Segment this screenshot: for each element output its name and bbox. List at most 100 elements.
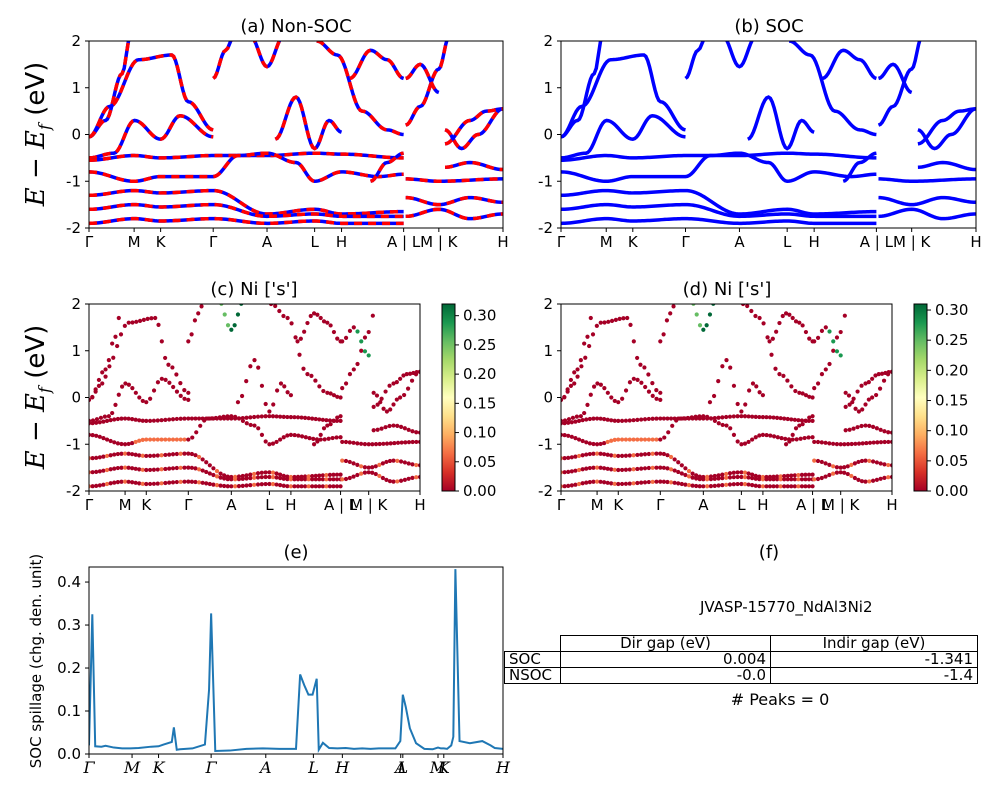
projection-point bbox=[631, 481, 636, 486]
colorbar-c bbox=[441, 303, 456, 492]
projection-point bbox=[720, 472, 725, 477]
projection-point bbox=[377, 462, 382, 467]
projection-point bbox=[151, 467, 157, 472]
projection-point bbox=[236, 476, 242, 482]
k-tick-label-a: M | K bbox=[420, 233, 459, 251]
projection-point bbox=[856, 477, 861, 482]
projection-point bbox=[186, 479, 191, 484]
projection-point bbox=[827, 441, 832, 446]
projection-point bbox=[327, 472, 333, 477]
projection-point bbox=[240, 418, 246, 423]
projection-point bbox=[159, 339, 164, 344]
projection-point bbox=[387, 423, 392, 429]
projection-point bbox=[800, 422, 805, 427]
projection-point bbox=[792, 484, 797, 489]
k-tick-label-e: M bbox=[429, 758, 447, 777]
projection-point bbox=[658, 479, 663, 484]
projection-point bbox=[101, 419, 106, 424]
projection-point bbox=[252, 471, 257, 477]
projection-point bbox=[343, 335, 349, 340]
k-tick-label-b: Γ bbox=[557, 233, 566, 251]
projection-point bbox=[101, 454, 106, 459]
projection-point bbox=[785, 473, 790, 478]
projection-point bbox=[790, 437, 795, 442]
projection-point bbox=[623, 453, 629, 458]
projection-point bbox=[244, 421, 249, 426]
projection-point bbox=[742, 475, 748, 480]
projection-point bbox=[760, 415, 766, 420]
projection-point bbox=[602, 480, 607, 485]
projection-point bbox=[790, 315, 795, 321]
projection-point bbox=[331, 477, 336, 482]
projection-point bbox=[812, 439, 817, 445]
projection-point bbox=[856, 441, 862, 446]
projection-point bbox=[573, 454, 578, 459]
projection-point bbox=[731, 414, 736, 419]
projection-point bbox=[859, 458, 865, 464]
projection-point bbox=[654, 451, 659, 456]
projection-point bbox=[838, 442, 843, 447]
projection-point bbox=[602, 440, 607, 446]
projection-point bbox=[122, 323, 127, 328]
projection-point bbox=[259, 432, 265, 437]
projection-point bbox=[313, 484, 318, 489]
projection-point bbox=[392, 440, 397, 446]
projection-point bbox=[823, 367, 828, 372]
projection-point bbox=[362, 335, 368, 340]
k-tick-label-d: M | K bbox=[822, 496, 861, 514]
projection-point bbox=[235, 400, 241, 405]
projection-point bbox=[664, 318, 670, 323]
projection-point bbox=[267, 481, 272, 487]
projection-point bbox=[116, 392, 121, 397]
projection-point bbox=[255, 475, 261, 480]
projection-point bbox=[178, 479, 183, 484]
projection-point bbox=[328, 391, 333, 396]
projection-point bbox=[97, 420, 102, 425]
projection-point bbox=[186, 339, 191, 344]
projection-point bbox=[815, 476, 821, 482]
projection-point bbox=[639, 380, 644, 385]
projection-point bbox=[735, 439, 740, 444]
projection-point bbox=[562, 456, 567, 461]
projection-point bbox=[248, 472, 253, 477]
projection-point bbox=[863, 402, 868, 407]
projection-point bbox=[878, 427, 883, 432]
projection-point bbox=[144, 418, 149, 423]
projection-point bbox=[156, 322, 161, 327]
projection-point bbox=[285, 433, 290, 438]
projection-point bbox=[126, 320, 131, 325]
projection-point bbox=[598, 465, 603, 470]
projection-point bbox=[196, 454, 202, 460]
projection-point bbox=[334, 435, 339, 440]
projection-point bbox=[398, 395, 403, 400]
k-tick-label-c: K bbox=[141, 496, 152, 514]
band-line-dashed-a bbox=[252, 41, 282, 69]
k-tick-label-a: L bbox=[310, 233, 319, 251]
projection-point bbox=[402, 392, 407, 398]
projection-point bbox=[803, 329, 809, 335]
projection-point bbox=[236, 484, 242, 489]
colorbar-tick-label-d: 0.05 bbox=[935, 452, 968, 470]
projection-point bbox=[642, 480, 648, 485]
projection-point bbox=[317, 417, 322, 422]
projection-point bbox=[182, 479, 187, 484]
projection-point bbox=[90, 394, 95, 400]
projection-point bbox=[186, 390, 191, 395]
projection-point bbox=[202, 418, 207, 423]
k-tick-label-c: H bbox=[285, 496, 296, 514]
projection-point bbox=[668, 311, 673, 316]
projection-point bbox=[569, 434, 574, 439]
projection-point bbox=[834, 349, 840, 354]
projection-point bbox=[100, 370, 105, 375]
projection-point bbox=[387, 479, 393, 484]
projection-point bbox=[747, 388, 752, 393]
projection-point bbox=[753, 473, 758, 478]
projection-point bbox=[720, 483, 725, 488]
projection-point bbox=[853, 406, 858, 411]
k-tick-label-c: L bbox=[265, 496, 274, 514]
projection-point bbox=[190, 435, 195, 440]
projection-point bbox=[831, 441, 836, 446]
projection-point bbox=[806, 435, 811, 440]
projection-point bbox=[178, 465, 183, 470]
projection-point bbox=[757, 315, 762, 321]
